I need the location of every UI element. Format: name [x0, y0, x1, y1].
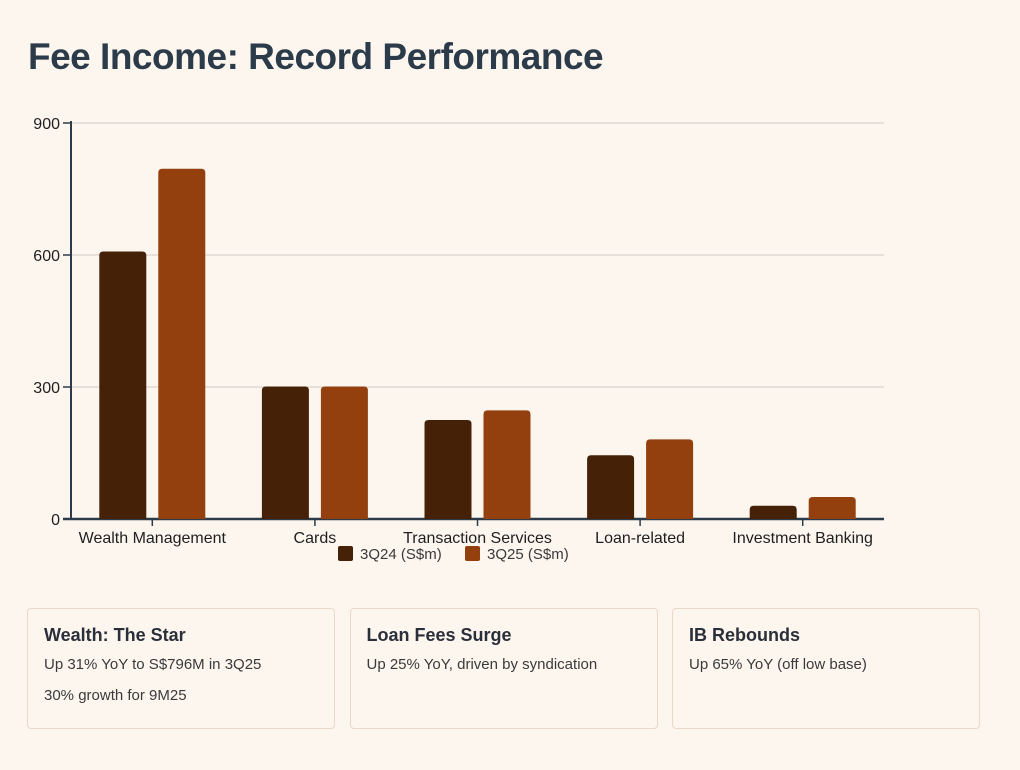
card-text: Up 31% YoY to S$796M in 3Q25	[44, 656, 262, 673]
x-tick-label: Wealth Management	[79, 530, 227, 547]
insight-cards: Wealth: The Star Up 31% YoY to S$796M in…	[27, 608, 980, 729]
card-title: Loan Fees Surge	[366, 625, 512, 645]
x-tick-label: Transaction Services	[403, 530, 552, 547]
card-text: Up 65% YoY (off low base)	[689, 656, 867, 673]
bar-3q25	[320, 386, 368, 519]
card-title: Wealth: The Star	[44, 625, 186, 645]
card-text: 30% growth for 9M25	[44, 687, 187, 704]
fee-income-bar-chart: 0 300 600 900 Wealth Management Cards Transact…	[33, 116, 884, 563]
legend-swatch	[338, 546, 353, 561]
page-title: Fee Income: Record Performance	[28, 36, 604, 77]
bar-3q25	[646, 439, 694, 519]
y-tick-label: 300	[33, 380, 60, 397]
bar-3q24	[261, 386, 309, 519]
bar-3q24	[424, 420, 472, 519]
legend-swatch	[465, 546, 480, 561]
bar-3q24	[587, 455, 635, 519]
y-tick-label: 600	[33, 248, 60, 265]
y-tick-label: 0	[51, 512, 60, 529]
insight-card-wealth: Wealth: The Star Up 31% YoY to S$796M in…	[27, 608, 335, 729]
x-tick-label: Loan-related	[595, 530, 685, 547]
y-tick-label: 900	[33, 116, 60, 133]
legend-label: 3Q25 (S$m)	[487, 546, 569, 563]
bar-3q25	[158, 168, 206, 519]
bar-3q25	[808, 497, 856, 519]
bar-3q24	[99, 251, 147, 520]
insight-card-ib: IB Rebounds Up 65% YoY (off low base)	[672, 608, 980, 729]
insight-card-loan: Loan Fees Surge Up 25% YoY, driven by sy…	[349, 608, 658, 729]
x-tick-label: Cards	[294, 530, 337, 547]
card-text: Up 25% YoY, driven by syndication	[366, 656, 598, 673]
legend-label: 3Q24 (S$m)	[360, 546, 442, 563]
card-title: IB Rebounds	[689, 625, 800, 645]
bar-3q25	[483, 410, 531, 519]
bar-3q24	[749, 505, 797, 519]
x-tick-label: Investment Banking	[732, 530, 873, 547]
